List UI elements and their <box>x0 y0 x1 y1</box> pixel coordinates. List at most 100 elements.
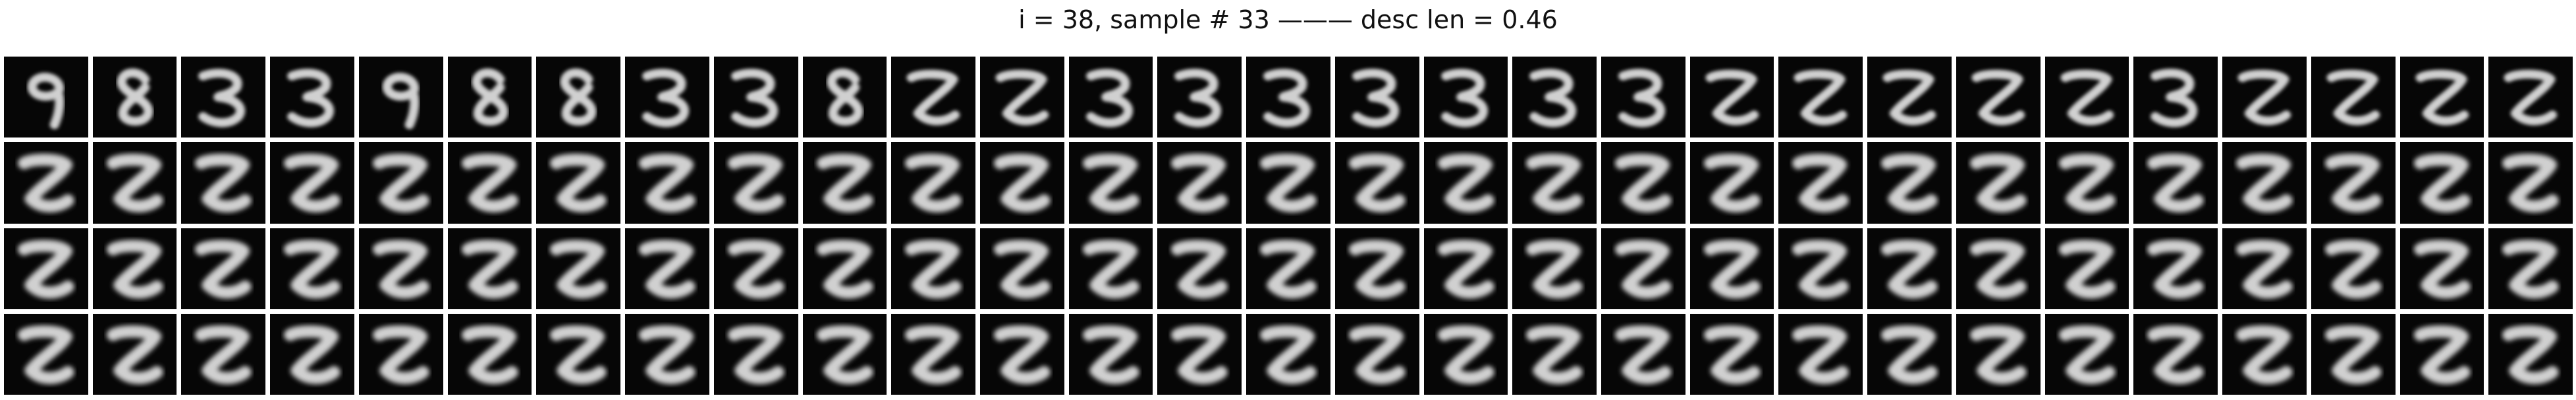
digit-glyph <box>1171 325 1228 384</box>
digit-glyph <box>18 153 74 213</box>
sample-tile <box>1157 313 1242 395</box>
sample-tile <box>2399 142 2484 224</box>
sample-tile <box>1334 142 1419 224</box>
digit-glyph <box>372 153 429 213</box>
sample-tile <box>1423 313 1508 395</box>
sample-tile <box>979 313 1064 395</box>
sample-tile <box>2044 57 2129 138</box>
sample-tile <box>2488 228 2573 309</box>
digit-glyph <box>287 68 335 128</box>
digit-glyph <box>2502 325 2559 384</box>
digit-glyph <box>1171 239 1228 299</box>
sample-tile <box>1689 57 1774 138</box>
sample-tile <box>1867 228 1952 309</box>
sample-tile <box>713 57 798 138</box>
sample-tile <box>1512 313 1597 395</box>
digit-glyph <box>639 239 696 299</box>
sample-tile <box>2311 57 2396 138</box>
sample-tile <box>270 142 354 224</box>
digit-glyph <box>1969 325 2027 384</box>
sample-tile <box>2222 313 2307 395</box>
digit-glyph <box>1082 325 1139 384</box>
digit-glyph <box>2058 239 2116 299</box>
digit-glyph <box>727 239 784 299</box>
sample-tile <box>2133 313 2218 395</box>
sample-tile <box>4 313 88 395</box>
sample-tile <box>1246 313 1330 395</box>
sample-tile <box>270 57 354 138</box>
digit-glyph <box>1171 153 1228 213</box>
digit-glyph <box>195 239 252 299</box>
digit-glyph <box>2147 153 2205 213</box>
digit-glyph <box>198 68 246 128</box>
digit-glyph <box>550 239 607 299</box>
sample-tile <box>181 57 266 138</box>
sample-tile <box>270 313 354 395</box>
digit-glyph <box>284 325 341 384</box>
digit-glyph <box>1615 239 1672 299</box>
sample-tile <box>802 142 887 224</box>
digit-glyph <box>2058 153 2116 213</box>
sample-tile <box>92 313 177 395</box>
sample-tile <box>1778 57 1863 138</box>
digit-glyph <box>2415 70 2469 126</box>
sample-tile <box>2399 313 2484 395</box>
digit-glyph <box>1969 239 2027 299</box>
sample-tile <box>181 228 266 309</box>
sample-tile <box>447 313 532 395</box>
sample-tile <box>2044 142 2129 224</box>
digit-glyph <box>995 70 1049 126</box>
digit-glyph <box>1792 325 1850 384</box>
digit-glyph <box>1703 153 1761 213</box>
sample-tile <box>891 142 975 224</box>
digit-glyph <box>1705 70 1759 126</box>
sample-tile <box>1068 142 1153 224</box>
sample-tile <box>536 228 621 309</box>
sample-tile <box>979 228 1064 309</box>
sample-tile <box>802 57 887 138</box>
digit-glyph <box>106 325 163 384</box>
sample-tile <box>2399 228 2484 309</box>
digit-glyph <box>1615 153 1672 213</box>
sample-tile <box>891 228 975 309</box>
digit-glyph <box>816 325 873 384</box>
sample-tile <box>2222 57 2307 138</box>
sample-tile <box>2311 313 2396 395</box>
digit-glyph <box>1618 68 1665 128</box>
digit-glyph <box>372 239 429 299</box>
digit-glyph <box>2147 239 2205 299</box>
digit-glyph <box>639 153 696 213</box>
digit-glyph <box>2413 325 2471 384</box>
digit-glyph <box>1792 153 1850 213</box>
digit-glyph <box>1352 68 1399 128</box>
digit-glyph <box>372 325 429 384</box>
digit-glyph <box>1174 68 1222 128</box>
sample-tile <box>891 57 975 138</box>
digit-glyph <box>18 239 74 299</box>
digit-glyph <box>2504 70 2558 126</box>
digit-glyph <box>727 325 784 384</box>
sample-tile <box>1778 313 1863 395</box>
digit-glyph <box>1881 325 1938 384</box>
digit-glyph <box>1260 325 1317 384</box>
digit-glyph <box>2237 70 2291 126</box>
sample-tile <box>2311 142 2396 224</box>
sample-tile <box>2488 57 2573 138</box>
digit-glyph <box>1260 153 1317 213</box>
sample-tile <box>1068 228 1153 309</box>
sample-tile <box>1334 57 1419 138</box>
digit-glyph <box>18 325 74 384</box>
sample-tile <box>358 228 443 309</box>
sample-tile <box>2399 57 2484 138</box>
sample-tile <box>1689 142 1774 224</box>
sample-tile <box>92 57 177 138</box>
sample-tile <box>1956 57 2041 138</box>
digit-glyph <box>2147 325 2205 384</box>
sample-tile <box>1334 228 1419 309</box>
sample-tile <box>1157 142 1242 224</box>
digit-glyph <box>550 325 607 384</box>
sample-tile <box>2044 228 2129 309</box>
digit-glyph <box>905 325 962 384</box>
sample-tile <box>625 57 709 138</box>
digit-glyph <box>2236 325 2293 384</box>
